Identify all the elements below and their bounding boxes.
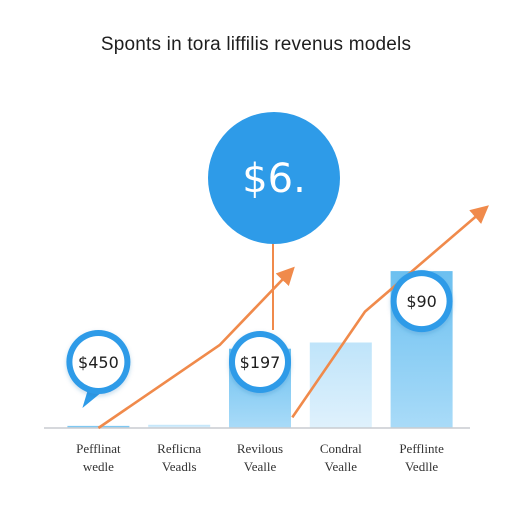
- category-label-line1: Condral: [319, 441, 362, 456]
- category-label-line2: Vealle: [324, 459, 358, 474]
- chart-title: Sponts in tora liffilis revenus models: [100, 34, 412, 55]
- highlight-bubble: [208, 112, 340, 244]
- category-label-line2: wedle: [82, 459, 114, 474]
- callout-2: $90: [390, 270, 453, 333]
- callout-inner: [396, 276, 447, 327]
- category-label-line1: Reflicna: [157, 441, 202, 456]
- category-label-3: Condral Vealle: [301, 440, 381, 476]
- category-label-line2: Vedlle: [404, 459, 439, 474]
- callout-value: $197: [240, 353, 281, 372]
- bar-3: [309, 342, 372, 428]
- callout-1: $197: [229, 331, 291, 393]
- callout-value: $90: [406, 292, 437, 311]
- category-label-1: Reflicna Veadls: [139, 440, 219, 476]
- category-label-4: Pefflinte Vedlle: [382, 440, 462, 476]
- category-label-line1: Pefflinat: [76, 441, 121, 456]
- category-label-0: Pefflinat wedle: [58, 440, 138, 476]
- category-label-line2: Vealle: [243, 459, 277, 474]
- callout-inner: [72, 336, 125, 388]
- category-label-line2: Veadls: [161, 459, 197, 474]
- highlight-bubble-value: $6.: [242, 156, 306, 202]
- trend-line-0: [97, 266, 295, 430]
- category-label-line1: Revilous: [236, 441, 284, 456]
- category-label-2: Revilous Vealle: [220, 440, 300, 476]
- trend-line-1: [291, 205, 489, 419]
- category-label-line1: Pefflinte: [399, 441, 444, 456]
- bar-1: [148, 424, 211, 428]
- callout-inner: [235, 337, 285, 387]
- callout-value: $450: [78, 353, 119, 372]
- callout-0: $450: [66, 330, 131, 408]
